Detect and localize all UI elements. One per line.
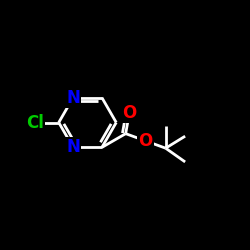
Text: N: N <box>66 88 80 106</box>
Text: O: O <box>138 132 153 150</box>
Text: N: N <box>66 138 80 156</box>
Text: Cl: Cl <box>26 114 44 132</box>
Text: O: O <box>122 104 136 122</box>
